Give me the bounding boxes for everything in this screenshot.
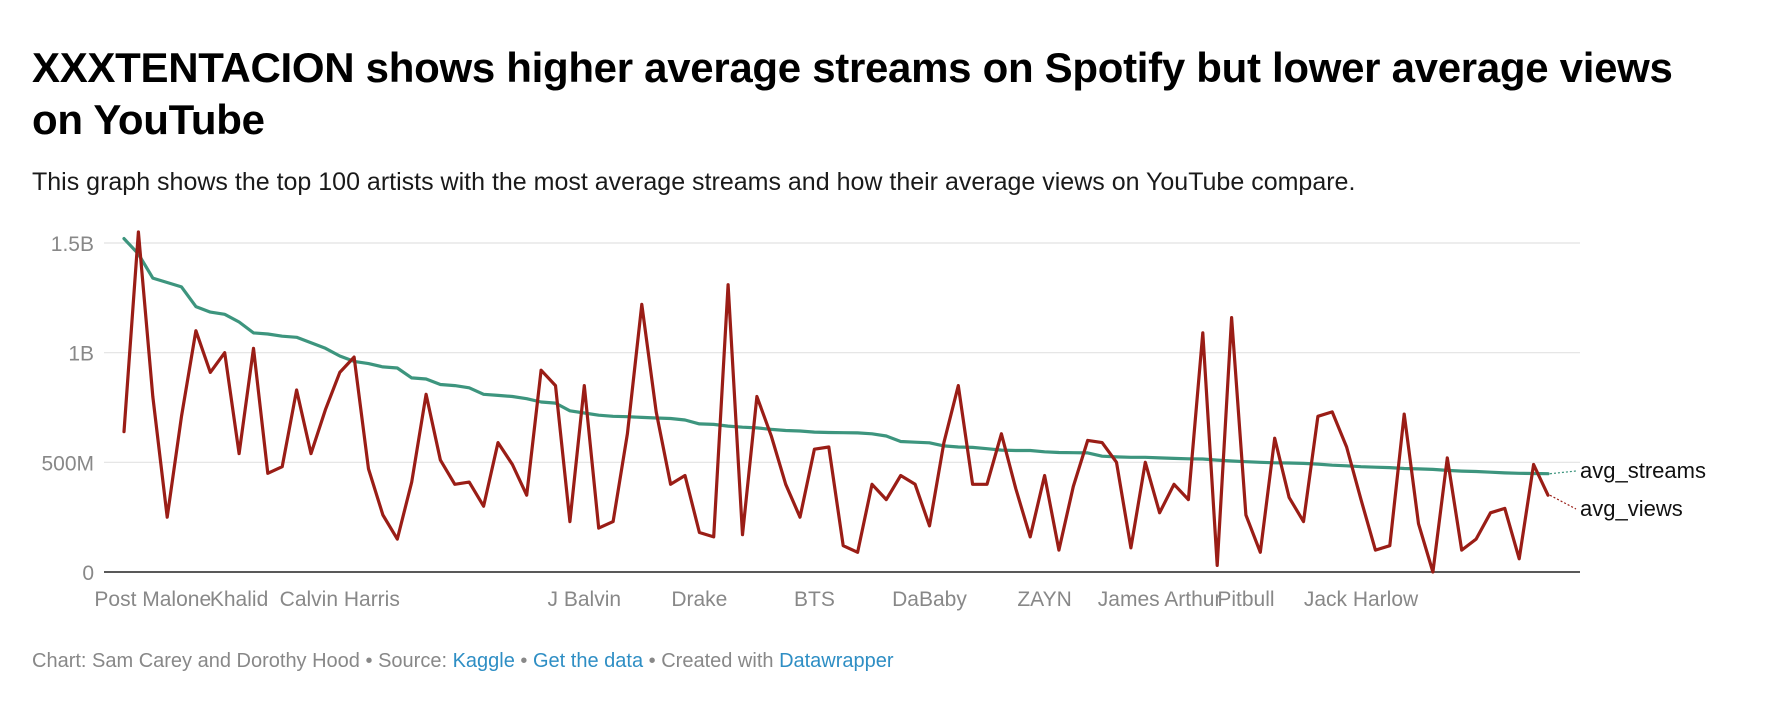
x-tick-label: Khalid [210, 588, 268, 611]
datawrapper-link[interactable]: Datawrapper [779, 650, 894, 672]
x-tick-label: Post Malone [94, 588, 211, 611]
chart-title: XXXTENTACION shows higher average stream… [32, 44, 1673, 143]
series-labels: avg_streams avg_views [1549, 458, 1706, 521]
x-tick-label: Pitbull [1217, 588, 1274, 611]
y-tick-label: 0 [82, 562, 94, 585]
chart-footer: Chart: Sam Carey and Dorothy Hood • Sour… [32, 650, 894, 673]
x-tick-label: ZAYN [1017, 588, 1071, 611]
series-label-connector [1549, 470, 1577, 475]
footer-created-label: Created with [661, 650, 774, 672]
series-label-avg-streams: avg_streams [1580, 458, 1706, 483]
y-tick-label: 1.5B [51, 233, 94, 256]
series-label-connector [1549, 494, 1577, 510]
y-axis-ticks: 0 500M 1B 1.5B [41, 233, 94, 585]
x-tick-label: Calvin Harris [280, 588, 400, 611]
grid-lines [104, 242, 1580, 573]
series-lines [122, 230, 1550, 574]
footer-separator: • [365, 650, 373, 672]
get-data-link[interactable]: Get the data [533, 650, 644, 672]
y-tick-label: 500M [41, 452, 94, 475]
footer-credit: Chart: Sam Carey and Dorothy Hood [32, 650, 360, 672]
series-line-avg-views [122, 230, 1550, 574]
y-tick-label: 1B [68, 343, 94, 366]
series-label-avg-views: avg_views [1580, 496, 1683, 521]
x-tick-label: J Balvin [548, 588, 622, 611]
x-tick-label: DaBaby [892, 588, 967, 611]
source-link[interactable]: Kaggle [452, 650, 515, 672]
footer-source-label: Source: [378, 650, 448, 672]
footer-separator: • [648, 650, 656, 672]
x-tick-label: Drake [671, 588, 727, 611]
footer-separator: • [520, 650, 528, 672]
x-tick-label: James Arthur [1098, 588, 1222, 611]
chart-subtitle: This graph shows the top 100 artists wit… [32, 168, 1356, 196]
x-tick-label: Jack Harlow [1304, 588, 1419, 611]
x-tick-label: BTS [794, 588, 835, 611]
series-line-avg-streams [122, 237, 1550, 476]
